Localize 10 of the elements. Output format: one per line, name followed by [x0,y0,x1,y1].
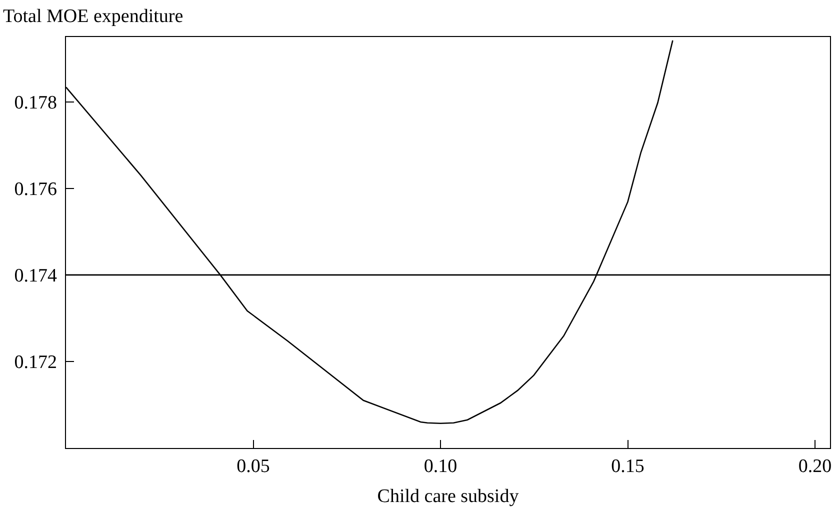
x-tick-label: 0.05 [236,456,270,477]
x-axis-title: Child care subsidy [377,486,520,507]
y-tick-label: 0.174 [14,266,58,287]
x-tick-label: 0.20 [798,456,832,477]
x-tick-label: 0.10 [424,456,458,477]
x-tick-label: 0.15 [611,456,644,477]
y-tick-label: 0.172 [14,352,58,374]
y-axis-title: Total MOE expenditure [3,6,184,27]
y-tick-label: 0.176 [14,179,58,200]
y-tick-label: 0.178 [14,92,58,114]
